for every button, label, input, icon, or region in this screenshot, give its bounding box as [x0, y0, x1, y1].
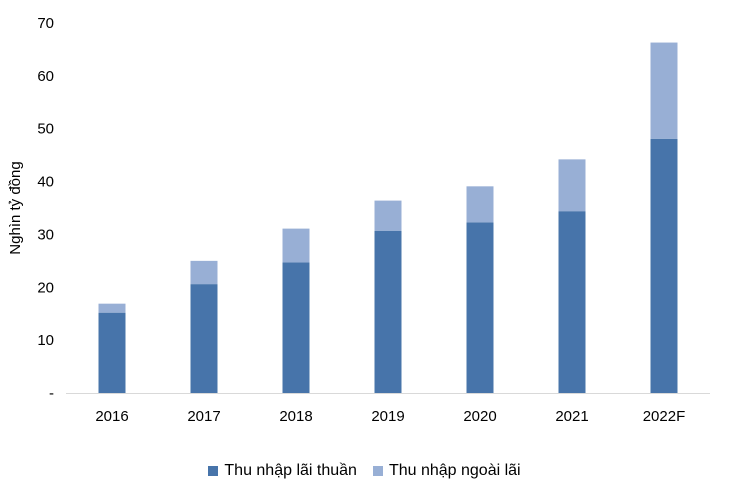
bar-non-interest-income: [190, 260, 218, 285]
bar-non-interest-income: [558, 159, 586, 212]
y-tick-label: 40: [37, 174, 54, 191]
bar-net-interest-income: [650, 138, 678, 393]
legend-item-non-interest-income: Thu nhập ngoài lãi: [372, 462, 521, 480]
y-tick-label: 60: [37, 68, 54, 85]
y-tick-label: -: [49, 385, 54, 402]
x-tick-label: 2021: [555, 408, 588, 425]
x-tick-label: 2019: [371, 408, 404, 425]
y-tick-label: 10: [37, 332, 54, 349]
legend-label-net-interest-income: Thu nhập lãi thuần: [224, 462, 357, 479]
bar-net-interest-income: [558, 211, 586, 393]
y-tick-label: 50: [37, 121, 54, 138]
legend-label-non-interest-income: Thu nhập ngoài lãi: [388, 462, 521, 479]
y-axis-title: Nghìn tỷ đồng: [7, 161, 24, 254]
bar-net-interest-income: [374, 230, 402, 393]
legend-swatch-non-interest-income: [372, 466, 383, 476]
x-tick-label: 2017: [187, 408, 220, 425]
bar-net-interest-income: [190, 284, 218, 393]
x-tick-label: 2018: [279, 408, 312, 425]
bar-non-interest-income: [98, 303, 126, 313]
bar-net-interest-income: [466, 222, 494, 393]
legend-item-net-interest-income: Thu nhập lãi thuần: [208, 462, 357, 480]
bars-group: [98, 42, 678, 393]
y-tick-label: 30: [37, 226, 54, 243]
y-axis: - 10 20 30 40 50 60 70: [37, 15, 54, 402]
x-tick-label: 2016: [95, 408, 128, 425]
y-tick-label: 20: [37, 279, 54, 296]
bar-net-interest-income: [282, 262, 310, 393]
bar-non-interest-income: [374, 200, 402, 231]
legend: Thu nhập lãi thuần Thu nhập ngoài lãi: [0, 462, 729, 480]
x-tick-label: 2022F: [643, 408, 686, 425]
x-tick-label: 2020: [463, 408, 496, 425]
bar-non-interest-income: [282, 228, 310, 263]
legend-swatch-net-interest-income: [208, 466, 219, 476]
bar-non-interest-income: [650, 42, 678, 139]
bar-net-interest-income: [98, 312, 126, 393]
bar-non-interest-income: [466, 186, 494, 223]
x-axis: 2016 2017 2018 2019 2020 2021 2022F: [95, 408, 685, 425]
y-tick-label: 70: [37, 15, 54, 32]
